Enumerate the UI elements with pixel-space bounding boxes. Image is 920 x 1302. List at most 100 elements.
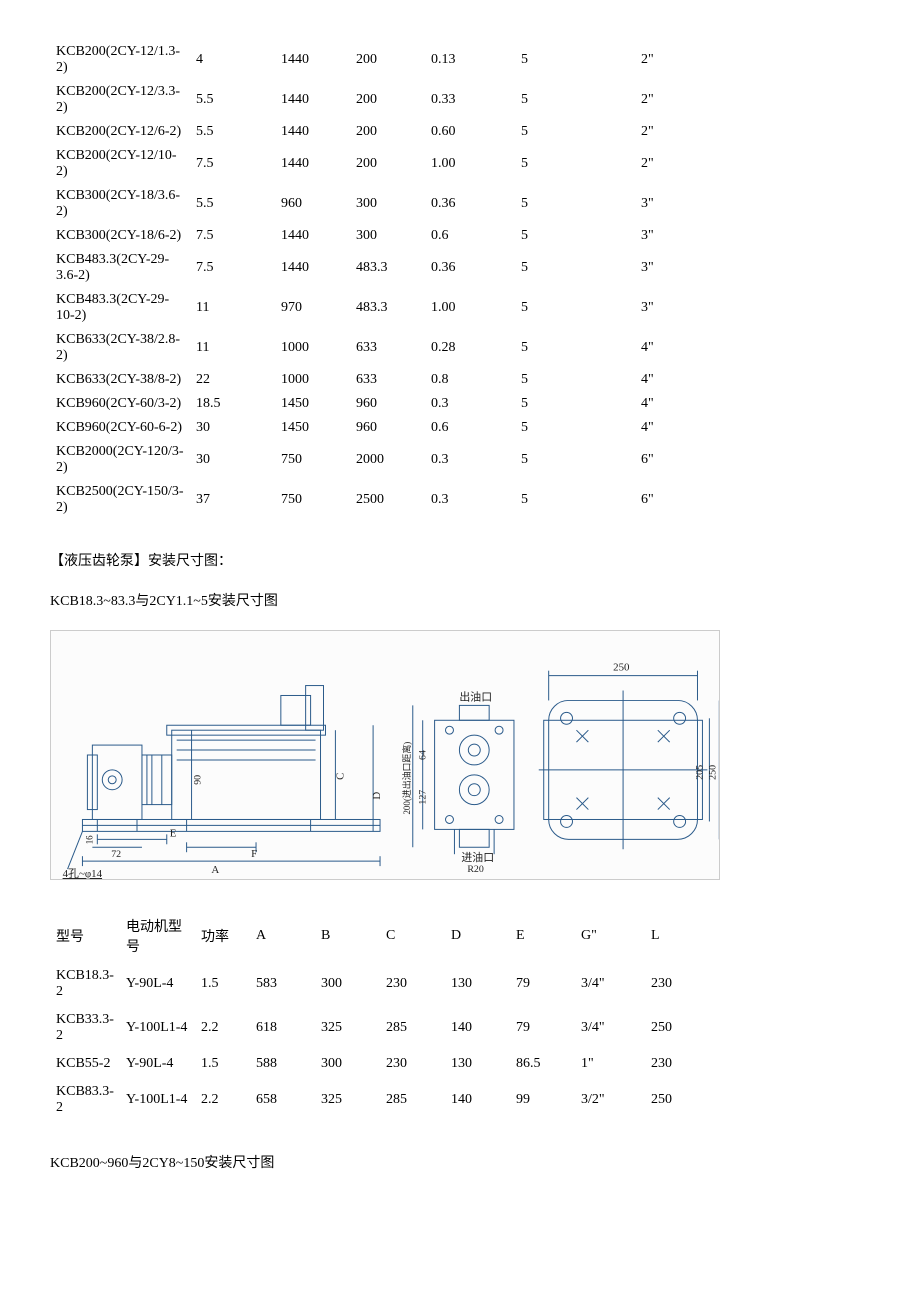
table-cell: 5.5 (190, 80, 275, 120)
table-cell: 3/2" (575, 1078, 645, 1122)
table-cell: 11 (190, 328, 275, 368)
table-cell: 22 (190, 368, 275, 392)
table-row: KCB2500(2CY-150/3-2)3775025000.356" (50, 480, 870, 520)
table-cell: 633 (350, 368, 425, 392)
table-cell: 1.5 (195, 1050, 250, 1078)
table-cell: 4 (190, 40, 275, 80)
table-cell: KCB300(2CY-18/6-2) (50, 224, 190, 248)
table-cell: 200 (350, 144, 425, 184)
table-header-cell: G" (575, 910, 645, 962)
table-cell: KCB483.3(2CY-29-10-2) (50, 288, 190, 328)
table-row: KCB83.3-2Y-100L1-42.2658325285140993/2"2… (50, 1078, 870, 1122)
table-cell: KCB55-2 (50, 1050, 120, 1078)
table-cell: 750 (275, 480, 350, 520)
sub-title-1: KCB18.3~83.3与2CY1.1~5安装尺寸图 (50, 590, 870, 610)
table-header-cell: B (315, 910, 380, 962)
svg-text:C: C (334, 773, 346, 780)
table-header-cell: D (445, 910, 510, 962)
dimension-table: 型号电动机型号功率ABCDEG"L KCB18.3-2Y-90L-41.5583… (50, 910, 870, 1122)
table-cell: 0.28 (425, 328, 515, 368)
table-cell: 250 (645, 1006, 870, 1050)
svg-text:A: A (211, 864, 219, 876)
sub-title-2: KCB200~960与2CY8~150安装尺寸图 (50, 1152, 870, 1172)
table-cell: 5 (515, 480, 635, 520)
table-cell: KCB633(2CY-38/2.8-2) (50, 328, 190, 368)
table-cell: 300 (350, 224, 425, 248)
table-cell: 5 (515, 248, 635, 288)
table-row: KCB483.3(2CY-29-10-2)11970483.31.0053" (50, 288, 870, 328)
table-cell: 0.3 (425, 392, 515, 416)
table-cell: 5 (515, 416, 635, 440)
table-cell: 1000 (275, 328, 350, 368)
table-cell: 0.8 (425, 368, 515, 392)
table-header-cell: A (250, 910, 315, 962)
table-cell: 1.00 (425, 288, 515, 328)
table-cell: 1440 (275, 120, 350, 144)
table-cell: 140 (445, 1006, 510, 1050)
table-cell: 583 (250, 962, 315, 1006)
table-cell: 0.33 (425, 80, 515, 120)
table-cell: Y-90L-4 (120, 1050, 195, 1078)
table-cell: 658 (250, 1078, 315, 1122)
table-row: KCB633(2CY-38/8-2)2210006330.854" (50, 368, 870, 392)
table-header-cell: E (510, 910, 575, 962)
table-cell: 300 (315, 1050, 380, 1078)
table-cell: 483.3 (350, 288, 425, 328)
table-row: KCB300(2CY-18/3.6-2)5.59603000.3653" (50, 184, 870, 224)
table-cell: 1440 (275, 248, 350, 288)
table-cell: 130 (445, 962, 510, 1006)
table-cell: 2" (635, 80, 870, 120)
svg-text:出油口: 出油口 (459, 689, 492, 703)
table-row: KCB200(2CY-12/1.3-2)414402000.1352" (50, 40, 870, 80)
table-cell: 200 (350, 120, 425, 144)
table-row: KCB960(2CY-60-6-2)3014509600.654" (50, 416, 870, 440)
table-cell: 7.5 (190, 248, 275, 288)
table-cell: 325 (315, 1078, 380, 1122)
table-cell: 0.3 (425, 440, 515, 480)
table-cell: 6" (635, 440, 870, 480)
table-cell: 0.36 (425, 248, 515, 288)
table-cell: 588 (250, 1050, 315, 1078)
table-cell: KCB483.3(2CY-29-3.6-2) (50, 248, 190, 288)
table-cell: 230 (380, 962, 445, 1006)
table-cell: 30 (190, 416, 275, 440)
table-row: KCB55-2Y-90L-41.558830023013086.51"230 (50, 1050, 870, 1078)
table-cell: KCB33.3-2 (50, 1006, 120, 1050)
table-cell: 1.5 (195, 962, 250, 1006)
table-cell: 7.5 (190, 224, 275, 248)
table-row: KCB2000(2CY-120/3-2)3075020000.356" (50, 440, 870, 480)
svg-text:R20: R20 (467, 864, 484, 875)
table-cell: 325 (315, 1006, 380, 1050)
table-cell: 483.3 (350, 248, 425, 288)
svg-text:进油口: 进油口 (461, 850, 494, 864)
table-cell: 11 (190, 288, 275, 328)
table-cell: 618 (250, 1006, 315, 1050)
table-cell: 2" (635, 144, 870, 184)
svg-text:16: 16 (84, 835, 94, 844)
table-header-cell: 型号 (50, 910, 120, 962)
table-cell: KCB960(2CY-60/3-2) (50, 392, 190, 416)
table-cell: 300 (315, 962, 380, 1006)
table-cell: 5 (515, 288, 635, 328)
svg-text:250: 250 (613, 662, 630, 674)
table-row: KCB300(2CY-18/6-2)7.514403000.653" (50, 224, 870, 248)
table-cell: 37 (190, 480, 275, 520)
table-cell: KCB200(2CY-12/6-2) (50, 120, 190, 144)
table-cell: 960 (350, 392, 425, 416)
table-cell: 5 (515, 80, 635, 120)
table-cell: KCB2500(2CY-150/3-2) (50, 480, 190, 520)
table-cell: 4" (635, 416, 870, 440)
table-cell: 30 (190, 440, 275, 480)
table-row: KCB33.3-2Y-100L1-42.2618325285140793/4"2… (50, 1006, 870, 1050)
table-row: KCB18.3-2Y-90L-41.5583300230130793/4"230 (50, 962, 870, 1006)
table-cell: 1440 (275, 80, 350, 120)
table-cell: 1440 (275, 224, 350, 248)
table-cell: 5 (515, 40, 635, 80)
table-cell: 2.2 (195, 1078, 250, 1122)
table-cell: 285 (380, 1078, 445, 1122)
table-cell: 2500 (350, 480, 425, 520)
table-cell: 1450 (275, 416, 350, 440)
table-cell: 5 (515, 224, 635, 248)
table-cell: 2000 (350, 440, 425, 480)
table-cell: 633 (350, 328, 425, 368)
